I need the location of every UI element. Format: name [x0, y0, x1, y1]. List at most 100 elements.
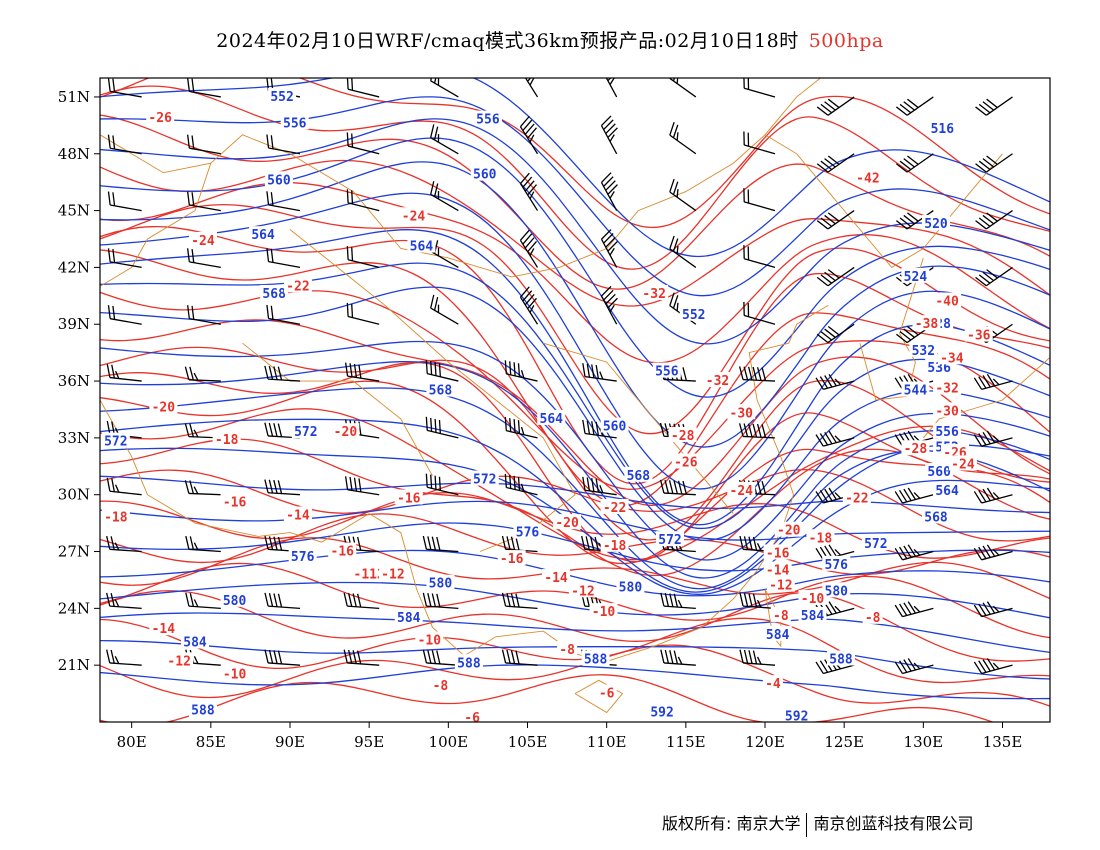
- temperature-label-bg: [568, 582, 597, 598]
- wind-barb: [660, 592, 696, 610]
- temperature-label-bg: [188, 231, 217, 247]
- height-label-bg: [922, 214, 950, 230]
- temperature-label: -14: [766, 563, 790, 578]
- temperature-label: -18: [603, 539, 627, 554]
- temperature-label-bg: [283, 277, 312, 293]
- height-label: 520: [924, 217, 948, 232]
- copyright-left: 版权所有: 南京大学: [662, 814, 801, 833]
- border-line: [289, 229, 576, 552]
- temperature-label: -20: [777, 524, 801, 539]
- height-label-bg: [407, 237, 436, 253]
- wind-barb: [264, 592, 301, 610]
- height-contour-line: [100, 262, 1050, 530]
- wind-barb: [973, 544, 1013, 561]
- wind-barb: [743, 245, 776, 269]
- wind-barb: [186, 78, 221, 98]
- wind-barb: [975, 210, 1013, 230]
- wind-barb: [894, 658, 934, 675]
- wind-barb: [816, 210, 855, 230]
- height-label: 552: [682, 308, 705, 323]
- temperature-label: -24: [951, 457, 975, 472]
- wind-barb: [669, 78, 697, 98]
- wind-barb: [106, 535, 142, 553]
- temperature-label-bg: [948, 455, 977, 471]
- wind-barb: [186, 134, 221, 155]
- temperature-label: -22: [603, 501, 626, 516]
- lon-label: 130E: [904, 733, 944, 751]
- lat-label: 48N: [58, 145, 90, 163]
- map-frame: [99, 77, 1051, 723]
- temperature-label-bg: [596, 684, 617, 700]
- lon-label: 100E: [429, 733, 469, 751]
- wind-barb: [519, 78, 539, 98]
- wind-barbs: [106, 78, 1013, 675]
- height-label-bg: [652, 362, 681, 378]
- border-line: [922, 356, 1050, 439]
- temperature-label: -16: [223, 495, 247, 510]
- temperature-label-bg: [774, 521, 803, 537]
- wind-barb: [815, 487, 855, 504]
- wind-barb: [266, 134, 301, 155]
- temperature-label: -36: [967, 329, 991, 344]
- wind-barb: [582, 363, 617, 382]
- height-label-bg: [280, 114, 309, 130]
- temperature-label: -28: [671, 429, 695, 444]
- temperature-label: -10: [801, 592, 825, 607]
- height-label-bg: [933, 481, 962, 497]
- height-label: 568: [627, 469, 651, 484]
- height-label: 536: [927, 361, 951, 376]
- temperature-label: -30: [730, 406, 754, 421]
- height-label-bg: [624, 466, 653, 482]
- height-label-bg: [426, 381, 455, 397]
- wind-barb: [422, 535, 459, 553]
- temperature-label-bg: [727, 481, 756, 497]
- height-label: 560: [267, 173, 291, 188]
- lon-label: 105E: [508, 733, 548, 751]
- border-line: [100, 78, 822, 278]
- height-label: 584: [766, 628, 790, 643]
- height-label: 580: [429, 577, 453, 592]
- wind-barb: [894, 544, 934, 561]
- height-label-bg: [925, 462, 954, 478]
- temperature-label: -34: [940, 351, 964, 366]
- height-label-bg: [470, 470, 499, 486]
- wind-barb: [816, 96, 855, 116]
- temperature-label-bg: [149, 620, 178, 636]
- height-label-bg: [909, 341, 938, 357]
- wind-barb: [186, 305, 221, 325]
- border-line: [100, 399, 576, 657]
- lon-label: 90E: [275, 733, 305, 751]
- wind-barb: [422, 649, 459, 666]
- temperature-label: -12: [167, 654, 190, 669]
- wind-barb: [600, 229, 618, 268]
- lon-label: 115E: [666, 733, 706, 751]
- temperature-label: -32: [642, 287, 665, 302]
- temperature-label: -32: [706, 374, 729, 389]
- height-contour-line: [100, 500, 1050, 541]
- height-label: 532: [912, 344, 935, 359]
- temperature-label-bg: [671, 453, 700, 469]
- wind-barb: [504, 360, 538, 382]
- height-contour-line: [100, 664, 1050, 700]
- wind-barb: [430, 124, 459, 155]
- lat-label: 42N: [58, 258, 90, 276]
- temperature-label: -22: [845, 491, 868, 506]
- height-label-bg: [394, 608, 423, 624]
- wind-barb: [739, 592, 776, 610]
- temperature-label: -8: [559, 643, 575, 658]
- height-label: 588: [584, 652, 608, 667]
- wind-barb: [519, 172, 539, 211]
- height-label-bg: [827, 650, 855, 666]
- temperature-contour-line: [100, 78, 1050, 229]
- wind-barb: [501, 535, 538, 553]
- wind-barb: [107, 248, 142, 269]
- wind-barb: [266, 304, 301, 325]
- wind-barb: [266, 248, 301, 269]
- height-label-bg: [648, 703, 677, 719]
- height-label-bg: [922, 508, 950, 524]
- temperature-label-bg: [640, 284, 669, 300]
- wind-barb: [504, 473, 538, 496]
- temperature-label-bg: [933, 292, 962, 308]
- wind-barb: [184, 480, 221, 496]
- footer-separator: [806, 812, 808, 837]
